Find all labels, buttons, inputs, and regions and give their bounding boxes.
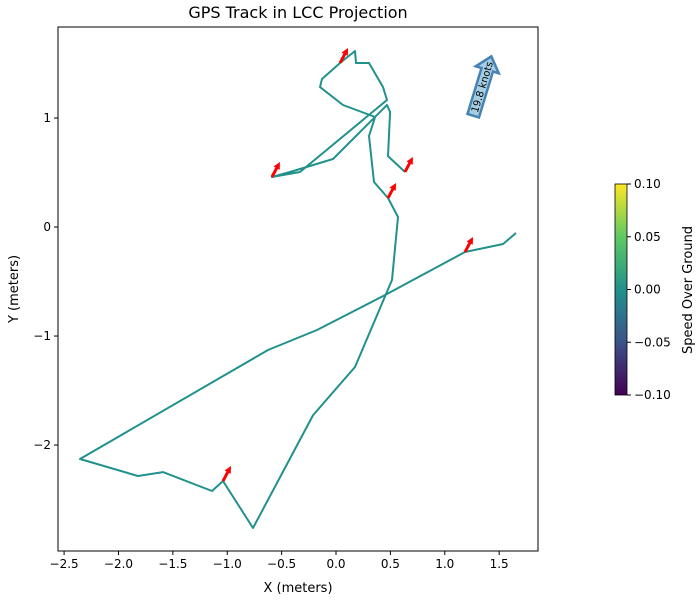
y-tick-label: −2: [33, 438, 51, 452]
colorbar-tick-label: 0.10: [634, 177, 661, 191]
colorbar-tick-label: 0.00: [634, 283, 661, 297]
colorbar-tick-label: −0.10: [634, 388, 671, 402]
x-tick-label: −1.5: [158, 557, 187, 571]
plot-area: [57, 26, 539, 552]
heading-arrow: [338, 47, 349, 64]
x-tick-label: −2.0: [104, 557, 133, 571]
x-tick-label: −0.5: [267, 557, 296, 571]
x-axis-label: X (meters): [263, 581, 332, 596]
colorbar-tick-label: 0.05: [634, 230, 661, 244]
heading-arrow: [270, 161, 280, 178]
y-tick-label: 0: [43, 220, 51, 234]
x-tick-label: 1.5: [490, 557, 509, 571]
x-tick-label: −2.5: [50, 557, 79, 571]
heading-arrow: [463, 236, 473, 253]
heading-arrow: [386, 183, 396, 199]
heading-arrow: [403, 156, 413, 173]
x-tick-label: −1.0: [213, 557, 242, 571]
x-tick-label: 1.0: [435, 557, 454, 571]
y-axis-label: Y (meters): [7, 255, 22, 324]
heading-arrow: [221, 466, 231, 482]
x-tick-label: 0.0: [326, 557, 345, 571]
track-line: [79, 50, 517, 529]
colorbar-tick-label: −0.05: [634, 335, 671, 349]
y-tick-label: 1: [43, 111, 51, 125]
y-tick-label: −1: [33, 329, 51, 343]
colorbar: [614, 183, 628, 396]
x-tick-label: 0.5: [381, 557, 400, 571]
colorbar-label: Speed Over Ground: [681, 226, 696, 354]
chart-title: GPS Track in LCC Projection: [188, 3, 407, 22]
